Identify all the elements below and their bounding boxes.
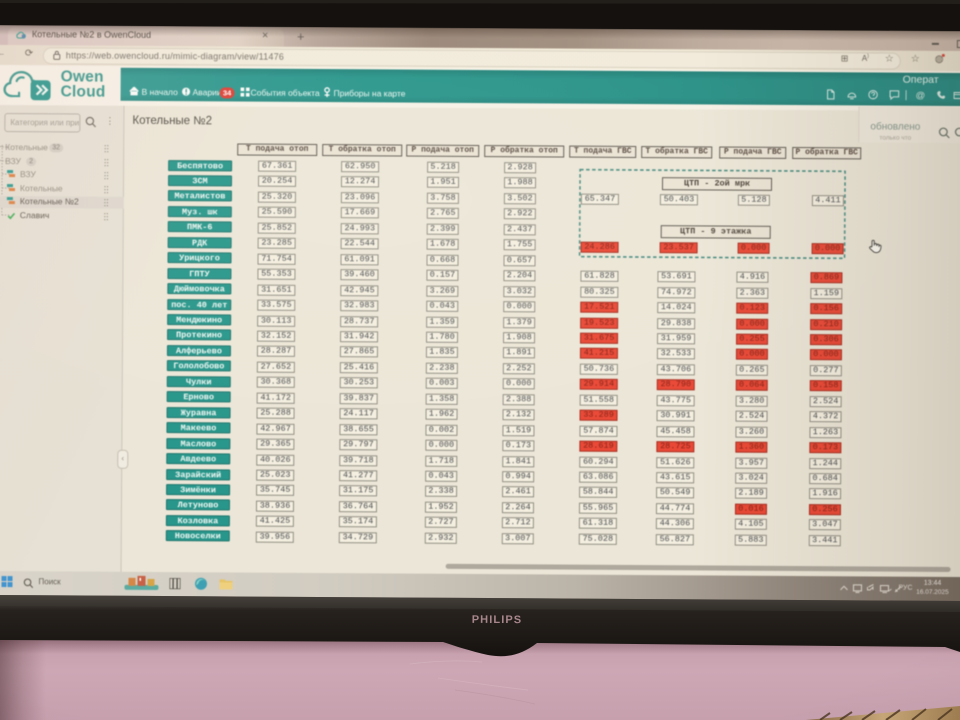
svg-text:@: @ [916,90,926,101]
